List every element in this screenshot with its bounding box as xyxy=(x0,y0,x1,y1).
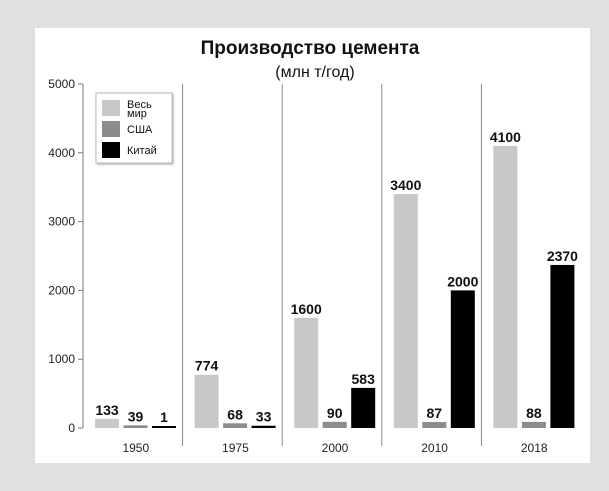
chart-subtitle: (млн т/год) xyxy=(275,64,354,81)
y-tick-label: 3000 xyxy=(48,215,75,229)
x-category-label: 2018 xyxy=(521,441,548,455)
bar-США-1950 xyxy=(123,425,148,428)
data-label: 33 xyxy=(256,409,272,425)
data-label: 90 xyxy=(327,405,343,421)
bar-Китай-2010 xyxy=(450,290,475,428)
data-label: 4100 xyxy=(490,129,521,145)
data-label: 1 xyxy=(160,409,168,425)
bar-Весь-мир-2000 xyxy=(294,317,319,428)
data-label: 1600 xyxy=(291,301,322,317)
bar-Китай-2000 xyxy=(351,387,376,428)
bar-Весь-мир-1950 xyxy=(95,418,119,428)
legend-swatch xyxy=(102,121,120,137)
bar-Китай-1950 xyxy=(152,426,176,428)
x-category-label: 1975 xyxy=(222,441,249,455)
chart-title: Производство цемента xyxy=(201,38,420,59)
legend-swatch xyxy=(102,100,120,116)
data-label: 88 xyxy=(526,405,542,421)
bar-США-1975 xyxy=(223,423,248,428)
bar-Весь-мир-2010 xyxy=(393,194,418,428)
bar-Весь-мир-1975 xyxy=(194,374,219,428)
legend-label: Весь xyxy=(127,99,152,111)
bar-США-2010 xyxy=(422,422,447,428)
legend-label: США xyxy=(127,124,153,136)
legend-label: Китай xyxy=(127,145,157,157)
data-label: 583 xyxy=(352,371,376,387)
y-tick-label: 2000 xyxy=(48,283,75,297)
data-label: 39 xyxy=(128,408,144,424)
data-label: 2000 xyxy=(447,273,478,289)
y-tick-label: 4000 xyxy=(48,146,75,160)
bar-США-2000 xyxy=(322,421,347,428)
bar-США-2018 xyxy=(521,421,546,428)
data-label: 774 xyxy=(195,358,219,374)
x-category-label: 2010 xyxy=(421,441,448,455)
bar-Китай-2018 xyxy=(550,264,575,428)
legend-label: мир xyxy=(127,108,147,120)
data-label: 68 xyxy=(227,406,243,422)
data-label: 87 xyxy=(427,405,443,421)
legend-swatch xyxy=(102,142,120,158)
y-tick-label: 5000 xyxy=(48,77,75,91)
data-label: 133 xyxy=(95,402,119,418)
data-label: 3400 xyxy=(390,177,421,193)
y-tick-label: 0 xyxy=(68,421,75,435)
x-category-label: 1950 xyxy=(122,441,149,455)
y-tick-label: 1000 xyxy=(48,352,75,366)
x-category-label: 2000 xyxy=(322,441,349,455)
bar-Китай-1975 xyxy=(251,425,276,428)
data-label: 2370 xyxy=(547,248,578,264)
bar-Весь-мир-2018 xyxy=(493,145,518,429)
